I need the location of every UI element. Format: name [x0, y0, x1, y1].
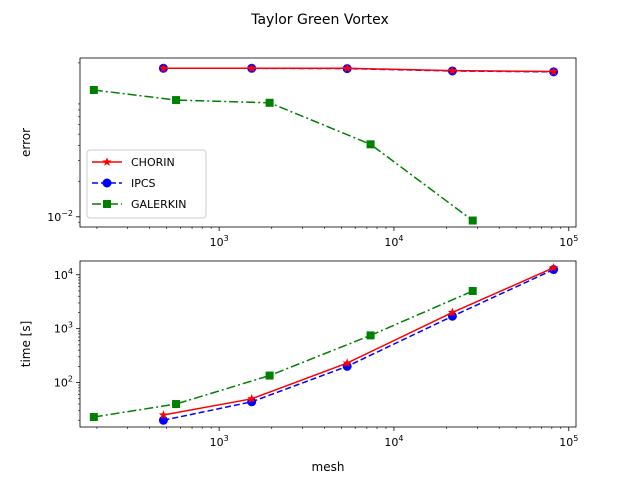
x-tick-label: 104 [384, 234, 403, 249]
data-point-galerkin [172, 96, 181, 105]
legend-label-ipcs: IPCS [131, 177, 156, 190]
data-point-galerkin [265, 98, 274, 107]
data-point-galerkin [468, 216, 477, 225]
y-axis-label: time [s] [19, 321, 33, 368]
data-point-galerkin [89, 412, 98, 421]
legend-marker-ipcs [102, 178, 112, 188]
axes-frame [79, 57, 577, 228]
time-chart: 103 104 105 102 103 104 time [s] mesh [19, 260, 578, 474]
legend: CHORIN IPCS GALERKIN [86, 149, 207, 219]
data-point-chorin [247, 394, 257, 403]
legend-label-chorin: CHORIN [131, 156, 175, 169]
x-tick-label: 105 [559, 234, 578, 249]
x-tick-label: 105 [559, 434, 578, 449]
data-point-galerkin [366, 140, 375, 149]
error-chart: 103 104 105 10−2 error CHORIN IPCS GALERKIN [19, 57, 578, 249]
x-axis-label: mesh [312, 460, 345, 474]
data-point-chorin [447, 307, 457, 317]
data-point-chorin [158, 63, 168, 73]
legend-marker-chorin [102, 157, 112, 166]
data-point-chorin [549, 262, 559, 272]
y-tick-label: 104 [54, 267, 73, 282]
data-point-galerkin [468, 286, 477, 295]
x-tick-label: 103 [210, 234, 229, 249]
y-tick-label: 103 [54, 321, 73, 336]
data-point-chorin [447, 65, 457, 75]
legend-marker-galerkin [103, 200, 111, 208]
x-tick-label: 104 [384, 434, 403, 449]
series-chorin [158, 63, 559, 76]
series-chorin [158, 262, 559, 419]
y-axis-label: error [19, 128, 33, 157]
y-tick-label: 102 [54, 375, 73, 390]
series-line-galerkin [93, 290, 474, 418]
series-galerkin [89, 286, 477, 421]
data-point-chorin [342, 358, 352, 367]
data-point-galerkin [89, 86, 98, 95]
data-point-chorin [158, 410, 168, 419]
series-galerkin [89, 86, 477, 225]
plot-area [89, 63, 559, 225]
data-point-chorin [247, 63, 257, 73]
axes-frame [79, 260, 577, 428]
data-point-chorin [549, 66, 559, 76]
legend-label-galerkin: GALERKIN [131, 198, 186, 211]
figure-title: Taylor Green Vortex [250, 12, 389, 28]
data-point-galerkin [366, 331, 375, 340]
data-point-chorin [342, 63, 352, 73]
x-tick-label: 103 [210, 434, 229, 449]
legend-box [86, 149, 207, 219]
data-point-ipcs [158, 415, 168, 425]
plot-area [89, 262, 559, 425]
data-point-galerkin [265, 371, 274, 380]
y-tick-label: 10−2 [47, 209, 73, 224]
data-point-galerkin [172, 400, 181, 409]
